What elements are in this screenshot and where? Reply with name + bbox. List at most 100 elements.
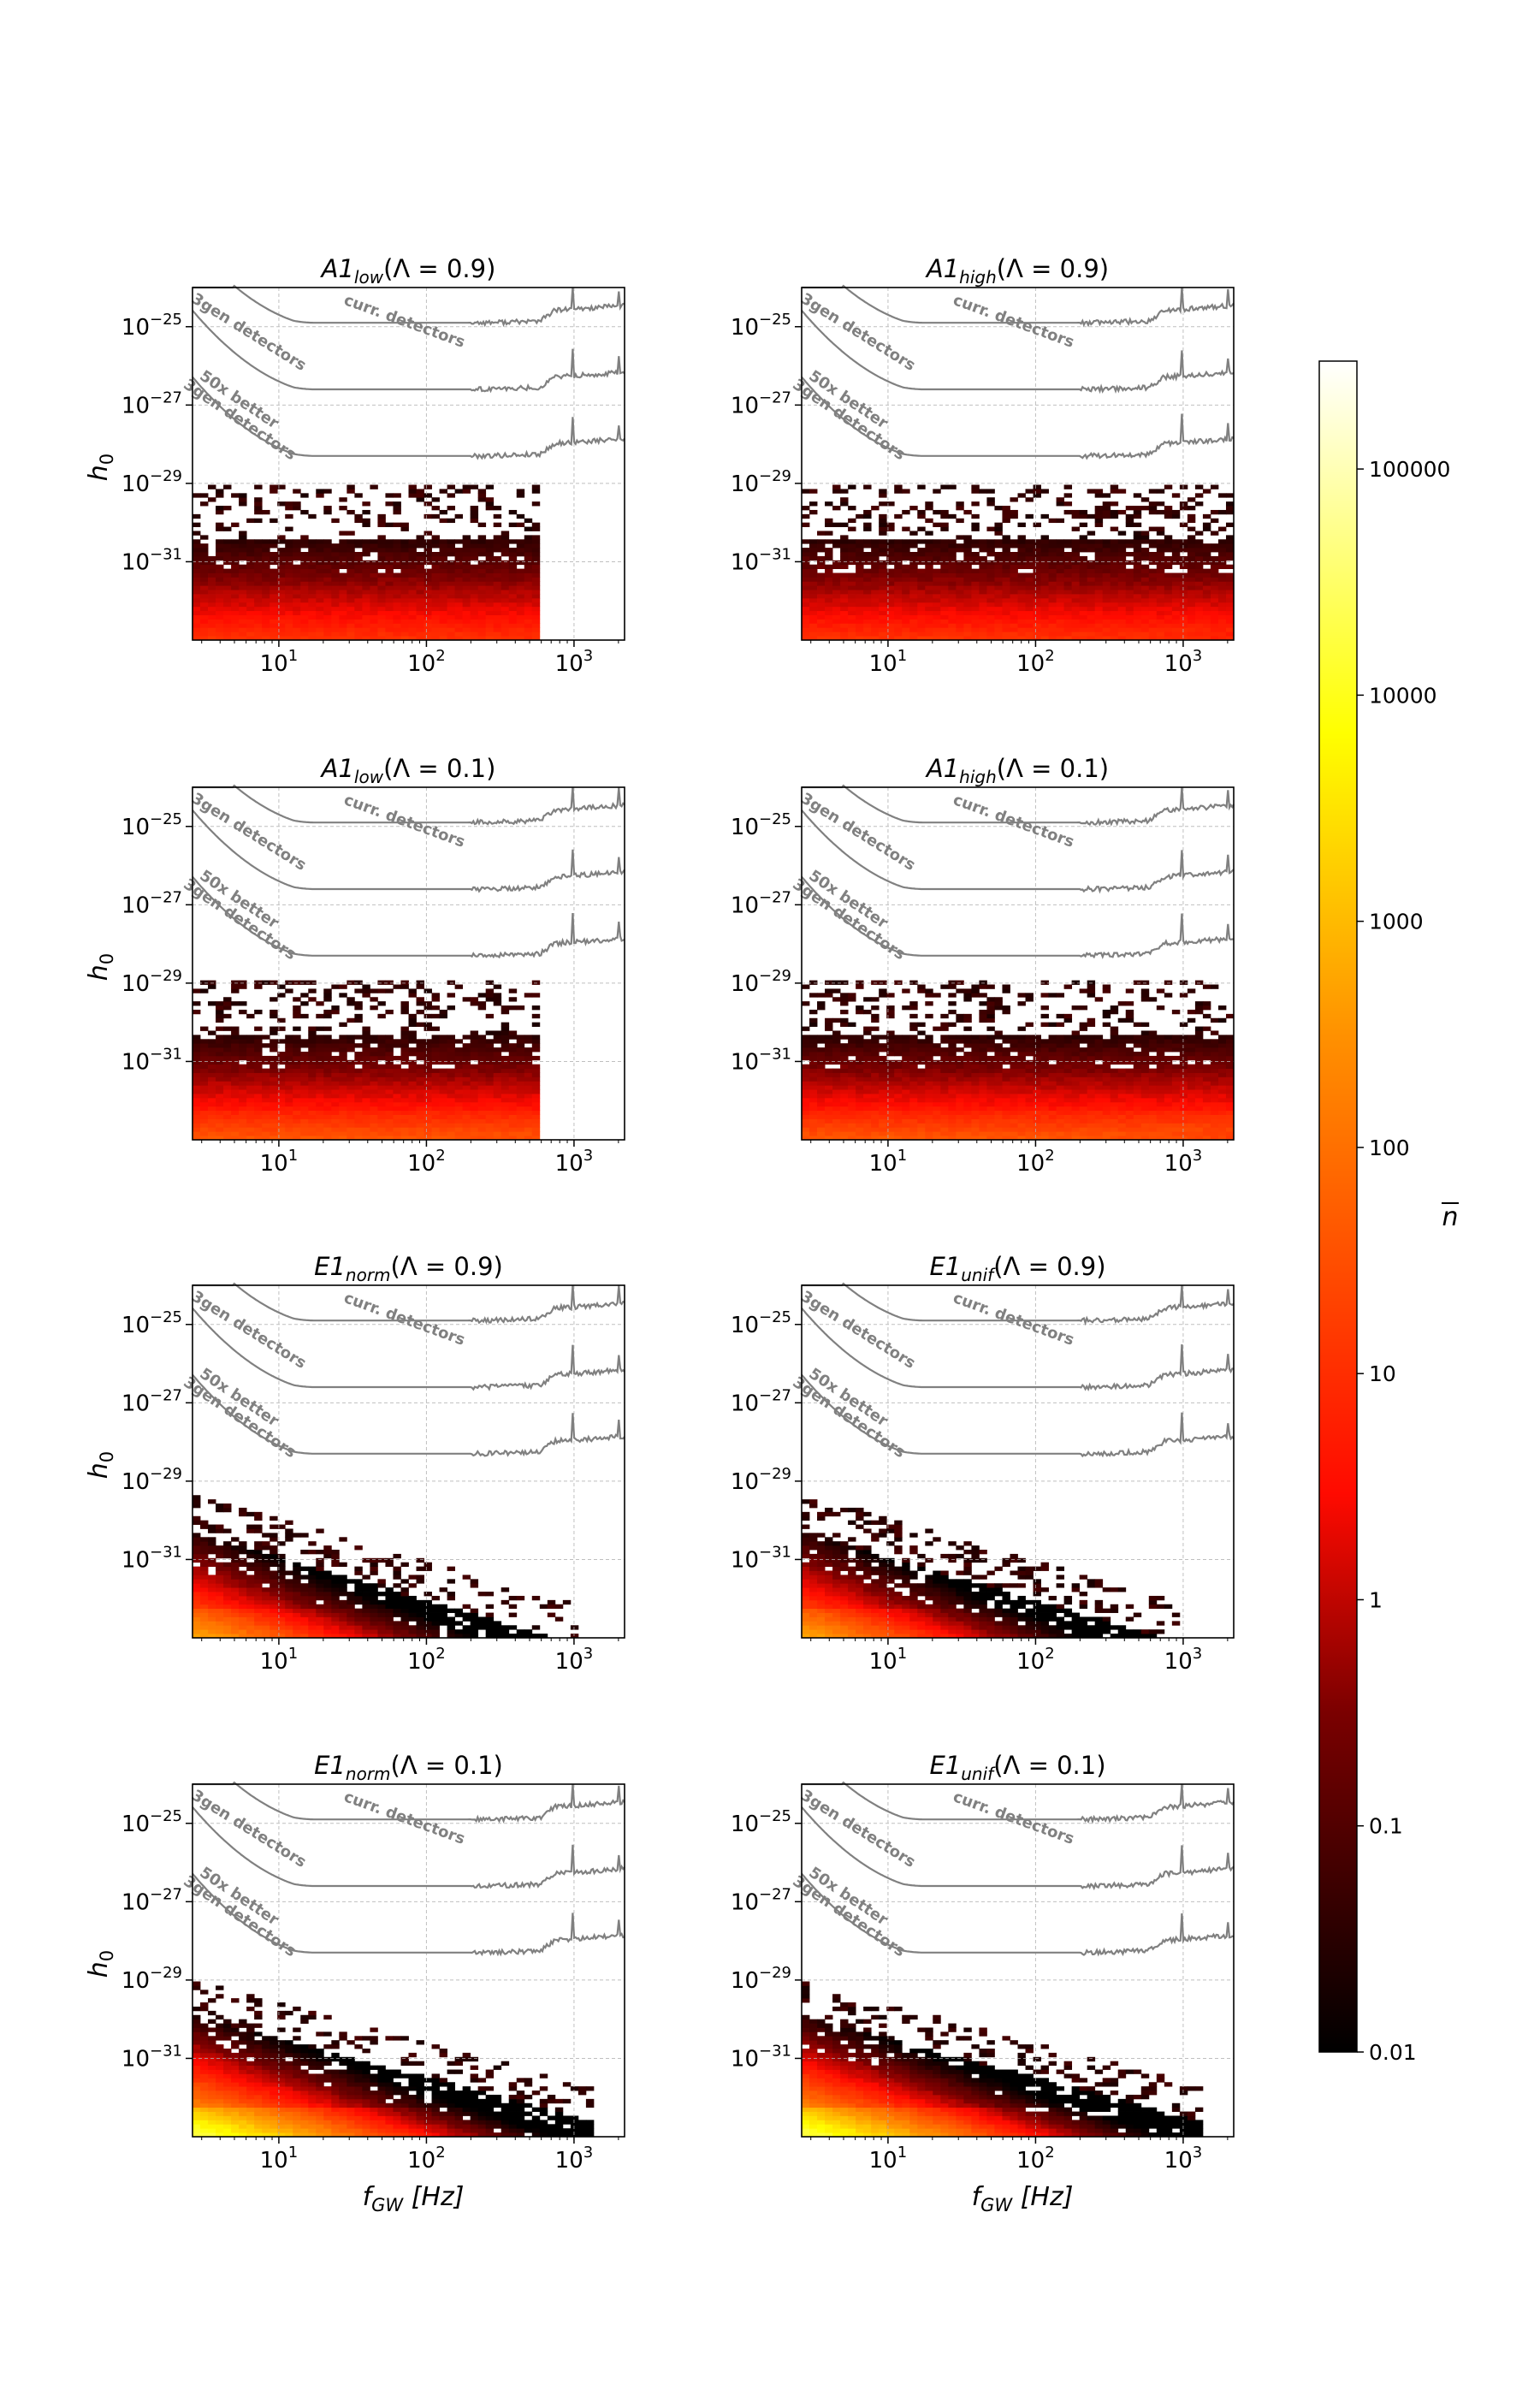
heatmap-cell <box>871 506 880 511</box>
heatmap-cell <box>979 585 987 590</box>
heatmap-cell <box>254 1127 263 1132</box>
heatmap-cell <box>1210 614 1219 620</box>
heatmap-cell <box>362 509 370 515</box>
heatmap-cell <box>994 1085 1003 1090</box>
heatmap-cell <box>1133 619 1142 624</box>
heatmap-cell <box>308 555 317 561</box>
heatmap-cell <box>840 1047 849 1053</box>
heatmap-cell <box>285 572 293 578</box>
heatmap-cell <box>454 1131 464 1136</box>
heatmap-cell <box>948 1110 957 1115</box>
heatmap-cell <box>254 1055 263 1061</box>
heatmap-cell <box>1202 577 1211 582</box>
heatmap-cell <box>508 1064 518 1070</box>
heatmap-cell <box>385 614 394 620</box>
heatmap-cell <box>948 1097 957 1103</box>
heatmap-cell <box>408 1123 417 1128</box>
heatmap-cell <box>531 1089 541 1094</box>
heatmap-cell <box>470 1081 479 1086</box>
heatmap-cell <box>963 1059 972 1065</box>
heatmap-cell <box>316 636 324 641</box>
heatmap-cell <box>1148 506 1158 511</box>
heatmap-cell <box>840 1001 849 1006</box>
tick-base: 10 <box>555 1151 583 1177</box>
heatmap-cell <box>500 1118 510 1124</box>
heatmap-cell <box>956 506 964 511</box>
heatmap-cell <box>431 997 440 1002</box>
heatmap-cell <box>424 590 432 595</box>
heatmap-cell <box>192 539 201 544</box>
heatmap-cell <box>1140 627 1150 632</box>
heatmap-cell <box>370 1118 378 1124</box>
heatmap-cell <box>200 1136 209 1141</box>
heatmap-cell <box>408 1136 417 1141</box>
heatmap-cell <box>1156 606 1165 612</box>
heatmap-cell <box>323 1035 332 1040</box>
heatmap-cell <box>200 1047 209 1053</box>
heatmap-cell <box>809 993 818 998</box>
heatmap-cell <box>994 1068 1003 1073</box>
heatmap-cell <box>809 590 818 595</box>
heatmap-cell <box>231 1097 240 1103</box>
heatmap-cell <box>940 1052 949 1057</box>
heatmap-cell <box>933 509 941 515</box>
heatmap-cell <box>246 1055 255 1061</box>
heatmap-cell <box>825 1106 833 1112</box>
heatmap-cell <box>986 548 995 553</box>
heatmap-cell <box>879 585 887 590</box>
heatmap-cell <box>848 619 856 624</box>
heatmap-cell <box>1133 509 1142 515</box>
heatmap-cell <box>1002 1039 1010 1044</box>
heatmap-cell <box>462 1106 471 1112</box>
heatmap-cell <box>971 1052 980 1057</box>
heatmap-cell <box>902 606 910 612</box>
heatmap-cell <box>246 627 255 632</box>
heatmap-cell <box>400 1127 409 1132</box>
heatmap-cell <box>1217 560 1227 566</box>
heatmap-cell <box>1217 581 1227 586</box>
heatmap-cell <box>909 585 918 590</box>
heatmap-cell <box>832 623 841 628</box>
heatmap-cell <box>809 509 818 515</box>
heatmap-cell <box>370 1127 378 1132</box>
heatmap-cell <box>840 581 849 586</box>
heatmap-cell <box>917 1094 926 1099</box>
heatmap-cell <box>439 568 447 573</box>
heatmap-cell <box>508 632 518 637</box>
heatmap-cell <box>1033 597 1041 603</box>
heatmap-cell <box>848 1101 856 1107</box>
heatmap-cell <box>277 590 286 595</box>
heatmap-cell <box>323 572 332 578</box>
heatmap-cell <box>400 1047 409 1053</box>
heatmap-cell <box>470 506 479 511</box>
heatmap-cell <box>1048 585 1057 590</box>
title-sub: low <box>354 767 384 787</box>
heatmap-cell <box>848 1081 856 1086</box>
heatmap-cell <box>879 1076 887 1082</box>
heatmap-cell <box>339 1064 347 1070</box>
heatmap-cell <box>192 1127 201 1132</box>
heatmap-cell <box>1110 614 1119 620</box>
heatmap-cell <box>400 1136 409 1141</box>
heatmap-cell <box>948 581 957 586</box>
heatmap-cell <box>346 552 355 557</box>
heatmap-cell <box>500 531 510 536</box>
heatmap-cell <box>863 1068 872 1073</box>
heatmap-cell <box>354 1127 363 1132</box>
heatmap-cell <box>431 1136 440 1141</box>
heatmap-cell <box>200 1039 209 1044</box>
heatmap-cell <box>524 1106 533 1112</box>
heatmap-cell <box>370 619 378 624</box>
heatmap-cell <box>231 1106 240 1112</box>
heatmap-cell <box>377 1043 386 1048</box>
heatmap-cell <box>956 548 964 553</box>
heatmap-cell <box>1210 594 1219 599</box>
heatmap-cell <box>1164 509 1173 515</box>
heatmap-cell <box>431 1101 440 1107</box>
heatmap-cell <box>223 1047 232 1053</box>
heatmap-cell <box>1202 572 1211 578</box>
heatmap-cell <box>377 522 386 527</box>
heatmap-cell <box>825 1059 833 1065</box>
heatmap-cell <box>1187 577 1196 582</box>
